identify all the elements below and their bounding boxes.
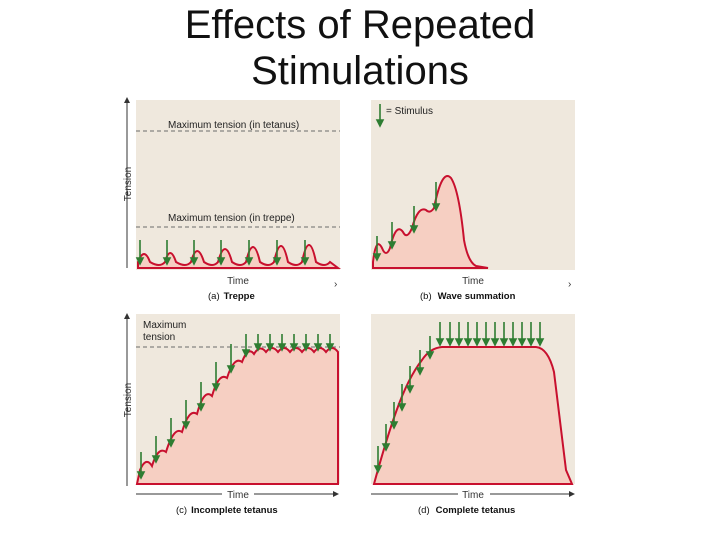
slide-title: Effects of Repeated Stimulations	[0, 2, 720, 94]
panel-c-max-line1: Maximum	[143, 320, 186, 331]
panel-c-max-line2: tension	[143, 332, 175, 343]
panel-b-stimulus-arrows	[372, 182, 441, 262]
panel-b-wave-summation: = Stimulus Time › (b) Wave summation	[371, 100, 575, 302]
panel-a-max-tetanus-label: Maximum tension (in tetanus)	[168, 120, 299, 131]
panel-c-incomplete-tetanus: Tension Maximum tension Time (c) Incomple…	[123, 313, 340, 516]
panel-a-background	[136, 100, 340, 270]
panel-a-stimulus-arrows	[135, 240, 310, 266]
panel-b-time-label: Time	[462, 276, 484, 287]
panel-a-time-label: Time	[227, 276, 249, 287]
panel-a-treppe: Tension Maximum tension (in tetanus) Max…	[123, 97, 341, 302]
panel-b-tension-curve	[372, 175, 489, 269]
panel-d-stimulus-arrows	[373, 322, 545, 474]
panel-a-caption: (a) Treppe	[208, 291, 255, 302]
panel-d-time-label: Time	[462, 490, 484, 501]
panel-c-time-label: Time	[227, 490, 249, 501]
panel-c-tension-label: Tension	[123, 383, 134, 417]
panel-a-max-treppe-label: Maximum tension (in treppe)	[168, 213, 295, 224]
panel-d-complete-tetanus: Time (d) Complete tetanus	[371, 314, 575, 516]
panel-b-caption: (b) Wave summation	[420, 291, 516, 302]
panel-a-time-arrow: ›	[334, 279, 337, 290]
panel-a-tension-label: Tension	[123, 167, 134, 201]
panel-b-legend-label: = Stimulus	[386, 106, 433, 117]
panel-b-legend-arrow	[375, 104, 385, 128]
title-line-1: Effects of Repeated	[184, 3, 536, 47]
title-line-2: Stimulations	[251, 49, 469, 93]
panel-d-caption: (d) Complete tetanus	[418, 505, 515, 516]
panel-c-caption: (c) Incomplete tetanus	[176, 505, 278, 516]
panel-c-stimulus-arrows	[136, 334, 335, 480]
panel-b-time-arrow: ›	[568, 279, 571, 290]
